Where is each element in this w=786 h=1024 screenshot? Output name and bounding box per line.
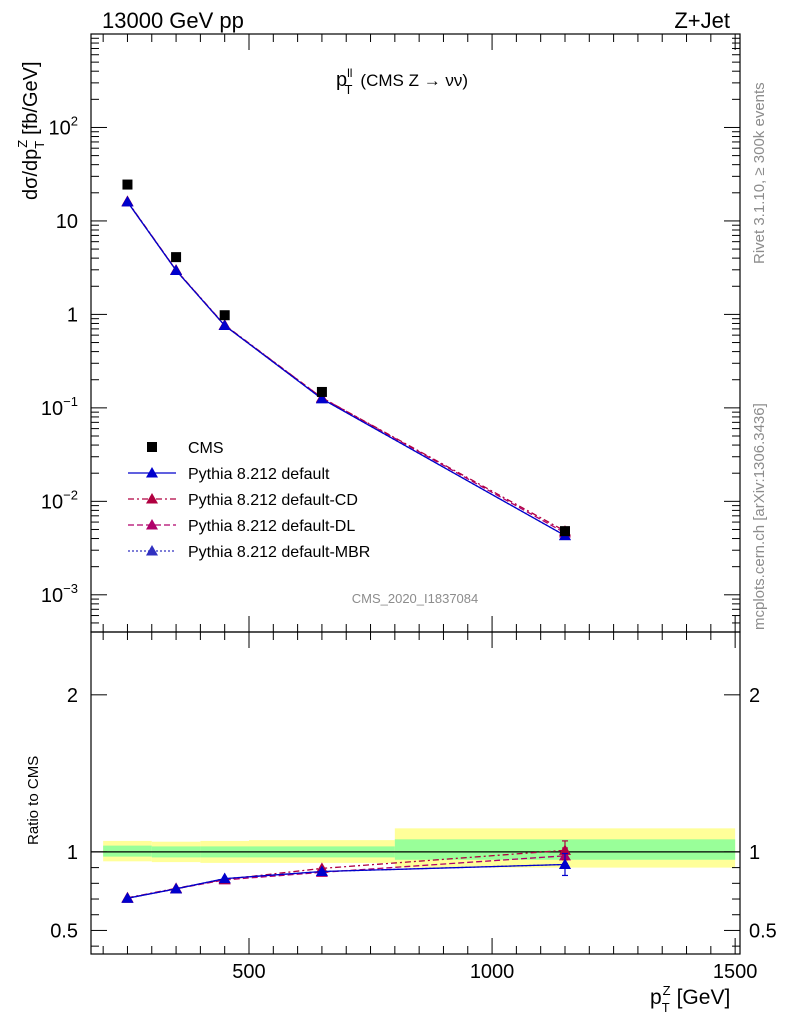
- main-ylabel: dσ/dpTZ [fb/GeV]: [15, 61, 47, 200]
- legend-marker: [146, 467, 158, 478]
- x-tick-label: 1500: [713, 961, 758, 983]
- data-point: [122, 179, 133, 190]
- x-tick-label: 500: [232, 961, 265, 983]
- legend-label: Pythia 8.212 default-MBR: [188, 544, 370, 561]
- title-sub: T: [344, 82, 352, 97]
- xlabel-p: p: [650, 986, 662, 1009]
- ratio-point: [315, 865, 328, 877]
- y-tick-label: 10: [56, 211, 78, 233]
- mcplots-label: mcplots.cern.ch [arXiv:1306.3436]: [751, 403, 768, 630]
- y-tick-label: 10−3: [41, 581, 78, 607]
- xlabel-rest: [GeV]: [677, 986, 731, 1009]
- ratio-point: [558, 844, 571, 855]
- data-point: [219, 310, 230, 321]
- data-point: [559, 526, 570, 537]
- ylabel-sub: T: [32, 141, 47, 149]
- y-tick-label: 102: [49, 113, 78, 139]
- ratio-y-tick-label: 1: [67, 842, 78, 864]
- data-point: [316, 386, 327, 397]
- series-point: [315, 392, 328, 404]
- plot-title: pll T (CMS Z → νν): [336, 66, 468, 97]
- y-tick-label: 10−1: [41, 394, 78, 420]
- ratio-y-tick-label-right: 2: [749, 685, 760, 707]
- legend-marker: [146, 519, 158, 530]
- series-point: [218, 319, 231, 331]
- ratio-y-tick-label: 2: [67, 685, 78, 707]
- ratio-ylabel: Ratio to CMS: [25, 756, 42, 845]
- legend: CMS Pythia 8.212 default Pythia 8.212 defa…: [128, 440, 370, 561]
- series-line: [126, 201, 566, 537]
- ylabel-sup: Z: [15, 140, 30, 148]
- y-tick-label: 1: [67, 304, 78, 326]
- ratio-frame: [90, 631, 741, 955]
- legend-marker: [146, 493, 158, 504]
- series-point: [121, 195, 134, 207]
- header-left: 13000 GeV pp: [102, 8, 244, 33]
- series-line: [126, 201, 566, 537]
- main-panel: 10−3 10−2 10−1 1 10 102 pll T (CMS Z → νν) dσ/d…: [15, 33, 741, 633]
- title-rest: (CMS Z → νν): [360, 71, 468, 90]
- legend-label: Pythia 8.212 default-DL: [188, 518, 355, 535]
- ratio-line: [127, 863, 566, 899]
- ratio-y-tick-label-right: 0.5: [749, 920, 777, 942]
- ratio-y-tick-label-right: 1: [749, 842, 760, 864]
- ylabel-b: [fb/GeV]: [20, 61, 42, 134]
- legend-marker: [147, 442, 157, 452]
- series-line: [126, 201, 566, 534]
- stat-band: [103, 845, 152, 857]
- title-sup: ll: [347, 66, 352, 80]
- legend-marker: [146, 545, 158, 556]
- analysis-watermark: CMS_2020_I1837084: [352, 591, 479, 606]
- legend-label: Pythia 8.212 default-CD: [188, 492, 358, 509]
- main-frame: [90, 33, 741, 633]
- legend-label: Pythia 8.212 default: [188, 466, 330, 483]
- ratio-point: [170, 882, 183, 894]
- rivet-label: Rivet 3.1.10, ≥ 300k events: [751, 82, 768, 264]
- ratio-point: [558, 858, 571, 869]
- ratio-panel: 500 1000 1500 0.5 0.5 1 1 2 2 Ratio to CMS pTZ [G…: [25, 631, 777, 1015]
- series-point: [170, 264, 183, 275]
- ratio-line: [127, 863, 566, 899]
- x-tick-label: 1000: [470, 961, 515, 983]
- legend-label: CMS: [188, 440, 224, 457]
- data-point: [171, 252, 182, 263]
- ratio-xlabel: pTZ [GeV]: [650, 983, 730, 1015]
- ylabel-a: dσ/dp: [20, 149, 42, 200]
- header-right: Z+Jet: [674, 8, 730, 33]
- ratio-point: [218, 872, 231, 884]
- title-p: p: [336, 69, 347, 91]
- xlabel-sub: T: [662, 1000, 670, 1015]
- ratio-y-tick-label: 0.5: [50, 920, 78, 942]
- ratio-point: [121, 892, 134, 903]
- xlabel-sup: Z: [663, 983, 671, 998]
- y-tick-label: 10−2: [41, 487, 78, 513]
